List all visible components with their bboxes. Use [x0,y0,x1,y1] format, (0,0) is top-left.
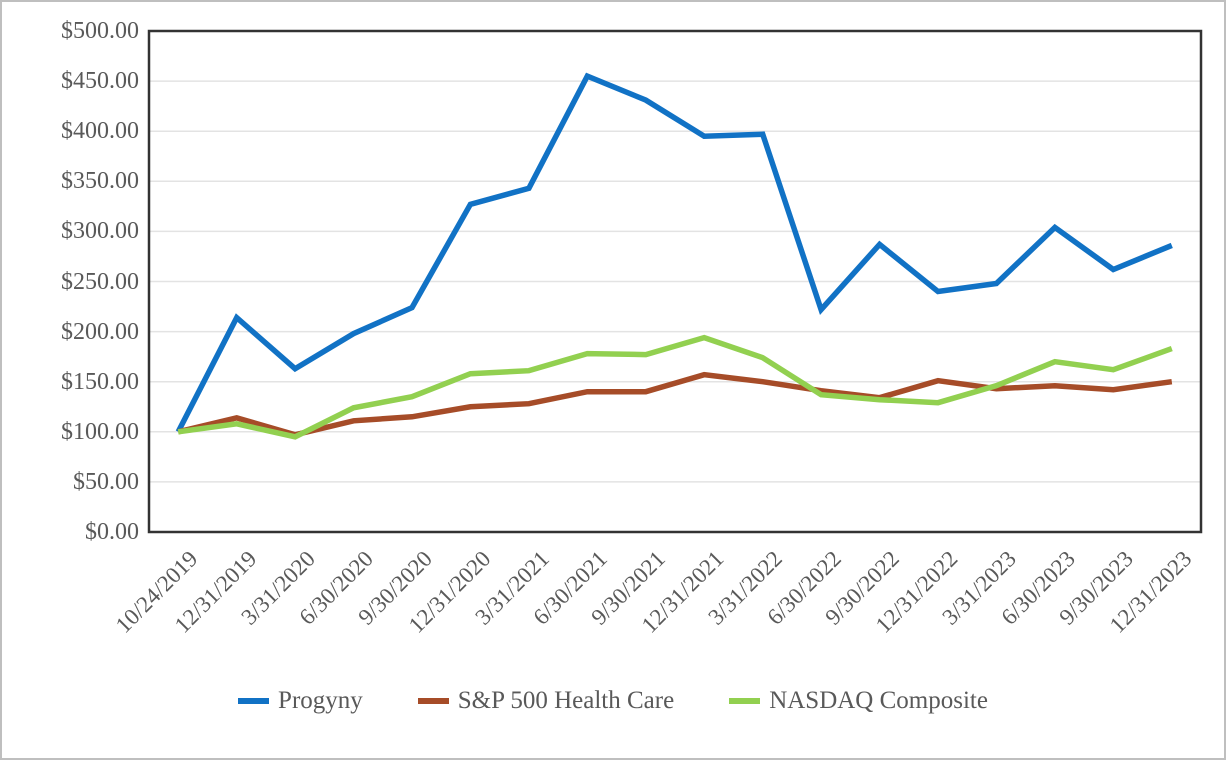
y-tick-label: $50.00 [73,468,139,495]
y-tick-label: $250.00 [61,268,139,295]
y-tick-label: $300.00 [61,218,139,245]
legend: Progyny S&P 500 Health Care NASDAQ Composi… [2,687,1224,715]
y-tick-label: $200.00 [61,318,139,345]
series-line-progyny [175,72,1173,434]
legend-color-swatch [729,698,761,704]
series-line-nasdaq-composite [177,334,1173,440]
y-tick-label: $0.00 [85,519,139,545]
legend-color-swatch [238,698,270,704]
legend-color-swatch [417,698,449,704]
plot-border [147,29,1203,534]
legend-item-progyny: Progyny [238,687,363,715]
y-tick-label: $500.00 [61,18,139,44]
y-tick-label: $150.00 [61,368,139,395]
legend-label: S&P 500 Health Care [457,687,675,714]
y-tick-label: $100.00 [61,418,139,445]
y-tick-label: $400.00 [61,118,139,145]
y-tick-label: $350.00 [61,168,139,195]
y-tick-label: $450.00 [61,68,139,95]
legend-item-nasdaq-composite: NASDAQ Composite [729,687,988,715]
legend-item-s-p-500-health-care: S&P 500 Health Care [417,687,675,715]
series-line-s-p-500-health-care [177,371,1173,438]
legend-label: NASDAQ Composite [769,687,988,714]
legend-label: Progyny [278,687,363,714]
